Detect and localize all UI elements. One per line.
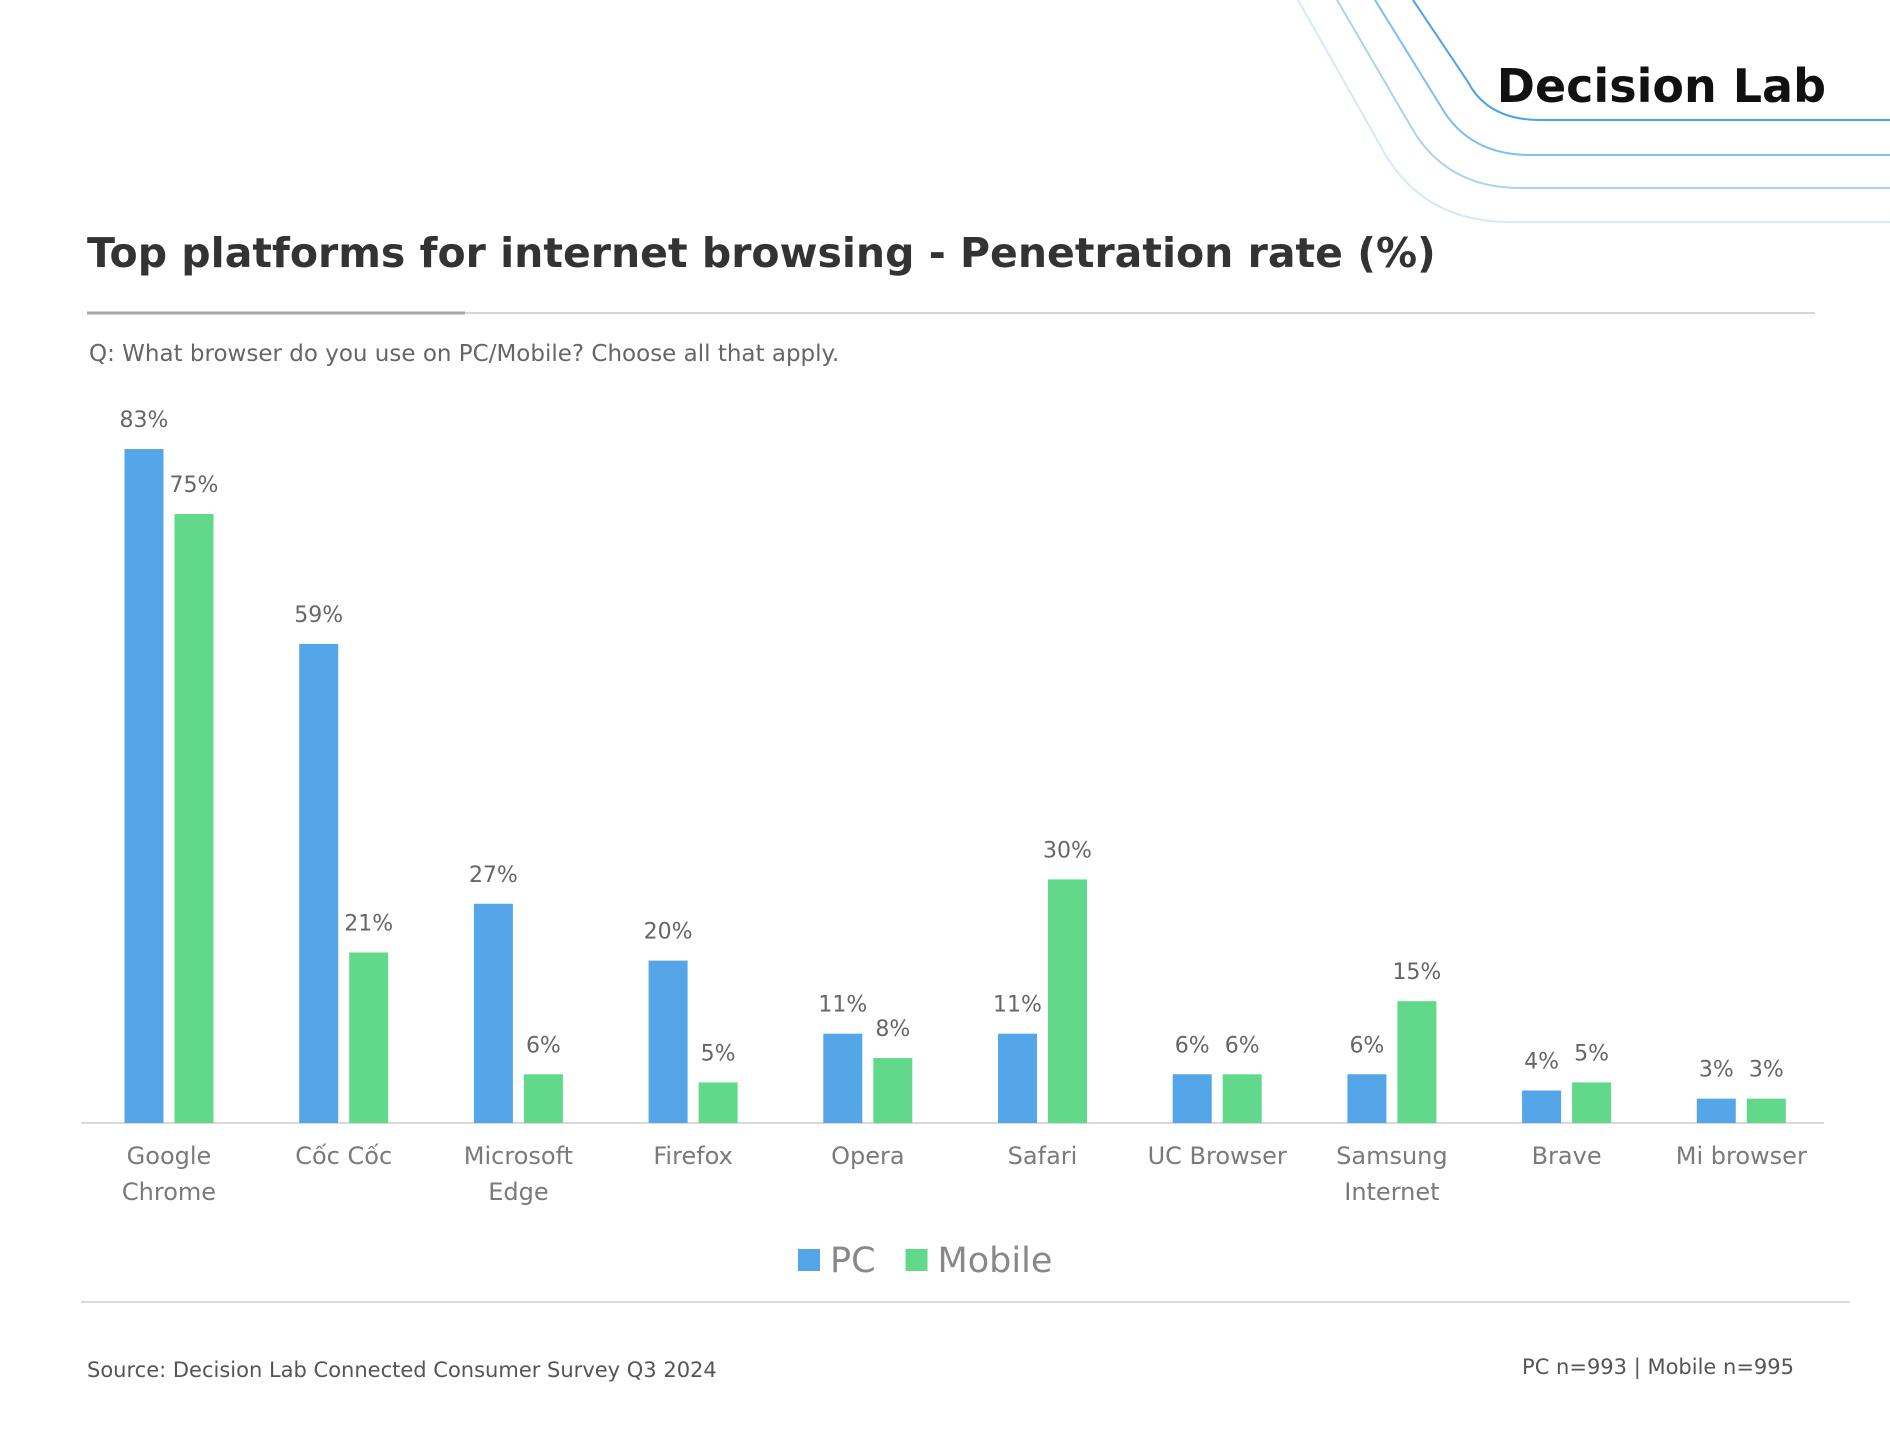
value-label: 20%	[644, 920, 693, 945]
value-label: 6%	[526, 1033, 561, 1058]
value-label: 11%	[818, 993, 867, 1018]
value-label: 21%	[344, 911, 393, 936]
bar	[1522, 1090, 1562, 1123]
bar	[174, 514, 214, 1123]
bar	[473, 903, 513, 1123]
decor-curves	[1297, 0, 1890, 223]
bar	[1222, 1074, 1262, 1123]
value-label: 83%	[120, 408, 169, 433]
value-label: 4%	[1524, 1050, 1559, 1075]
bar	[698, 1082, 738, 1123]
x-tick-label: Samsung Internet	[1336, 1142, 1448, 1206]
bar	[648, 960, 688, 1123]
x-tick-label: Firefox	[653, 1142, 733, 1170]
value-label: 6%	[1225, 1033, 1260, 1058]
bar	[823, 1033, 863, 1123]
x-tick-label: Microsoft Edge	[463, 1142, 573, 1206]
bar	[1172, 1074, 1212, 1123]
x-tick-label: Cốc Cốc	[295, 1142, 393, 1170]
bar	[124, 449, 164, 1123]
x-tick-label: Mi browser	[1675, 1142, 1807, 1170]
chart-subtitle: Q: What browser do you use on PC/Mobile?…	[89, 341, 839, 367]
bar	[1746, 1098, 1786, 1123]
source-note: Source: Decision Lab Connected Consumer …	[87, 1358, 717, 1382]
brand-logo: Decision Lab	[1497, 59, 1826, 113]
x-tick-label: Safari	[1007, 1142, 1078, 1170]
legend-swatch	[905, 1249, 928, 1271]
bar	[873, 1058, 913, 1123]
chart-title: Top platforms for internet browsing - Pe…	[87, 229, 1436, 277]
x-tick-label: Google Chrome	[121, 1142, 217, 1206]
bar	[1572, 1082, 1612, 1123]
value-label: 6%	[1349, 1033, 1384, 1058]
bar	[1048, 879, 1087, 1123]
bar	[523, 1074, 563, 1123]
value-label: 5%	[1574, 1041, 1609, 1066]
x-tick-label: Brave	[1531, 1142, 1602, 1170]
bar	[998, 1033, 1037, 1123]
value-label: 11%	[993, 993, 1042, 1018]
sample-note: PC n=993 | Mobile n=995	[1522, 1355, 1794, 1380]
value-label: 8%	[875, 1017, 910, 1042]
value-label: 6%	[1175, 1033, 1210, 1058]
x-tick-label: Opera	[831, 1142, 905, 1170]
legend-label: PC	[830, 1241, 876, 1281]
legend-swatch	[798, 1249, 820, 1271]
value-label: 3%	[1749, 1058, 1784, 1083]
value-label: 59%	[294, 603, 343, 628]
legend-label: Mobile	[938, 1241, 1053, 1281]
bar	[299, 643, 339, 1123]
bar	[1696, 1098, 1736, 1123]
value-label: 27%	[469, 863, 518, 888]
value-label: 15%	[1392, 960, 1441, 985]
bar	[1347, 1074, 1387, 1123]
value-label: 75%	[170, 473, 219, 498]
value-label: 3%	[1699, 1058, 1734, 1083]
bar	[1397, 1001, 1437, 1123]
bar	[349, 952, 389, 1123]
value-label: 5%	[701, 1041, 736, 1066]
x-tick-label: UC Browser	[1147, 1142, 1287, 1170]
value-label: 30%	[1043, 838, 1092, 863]
